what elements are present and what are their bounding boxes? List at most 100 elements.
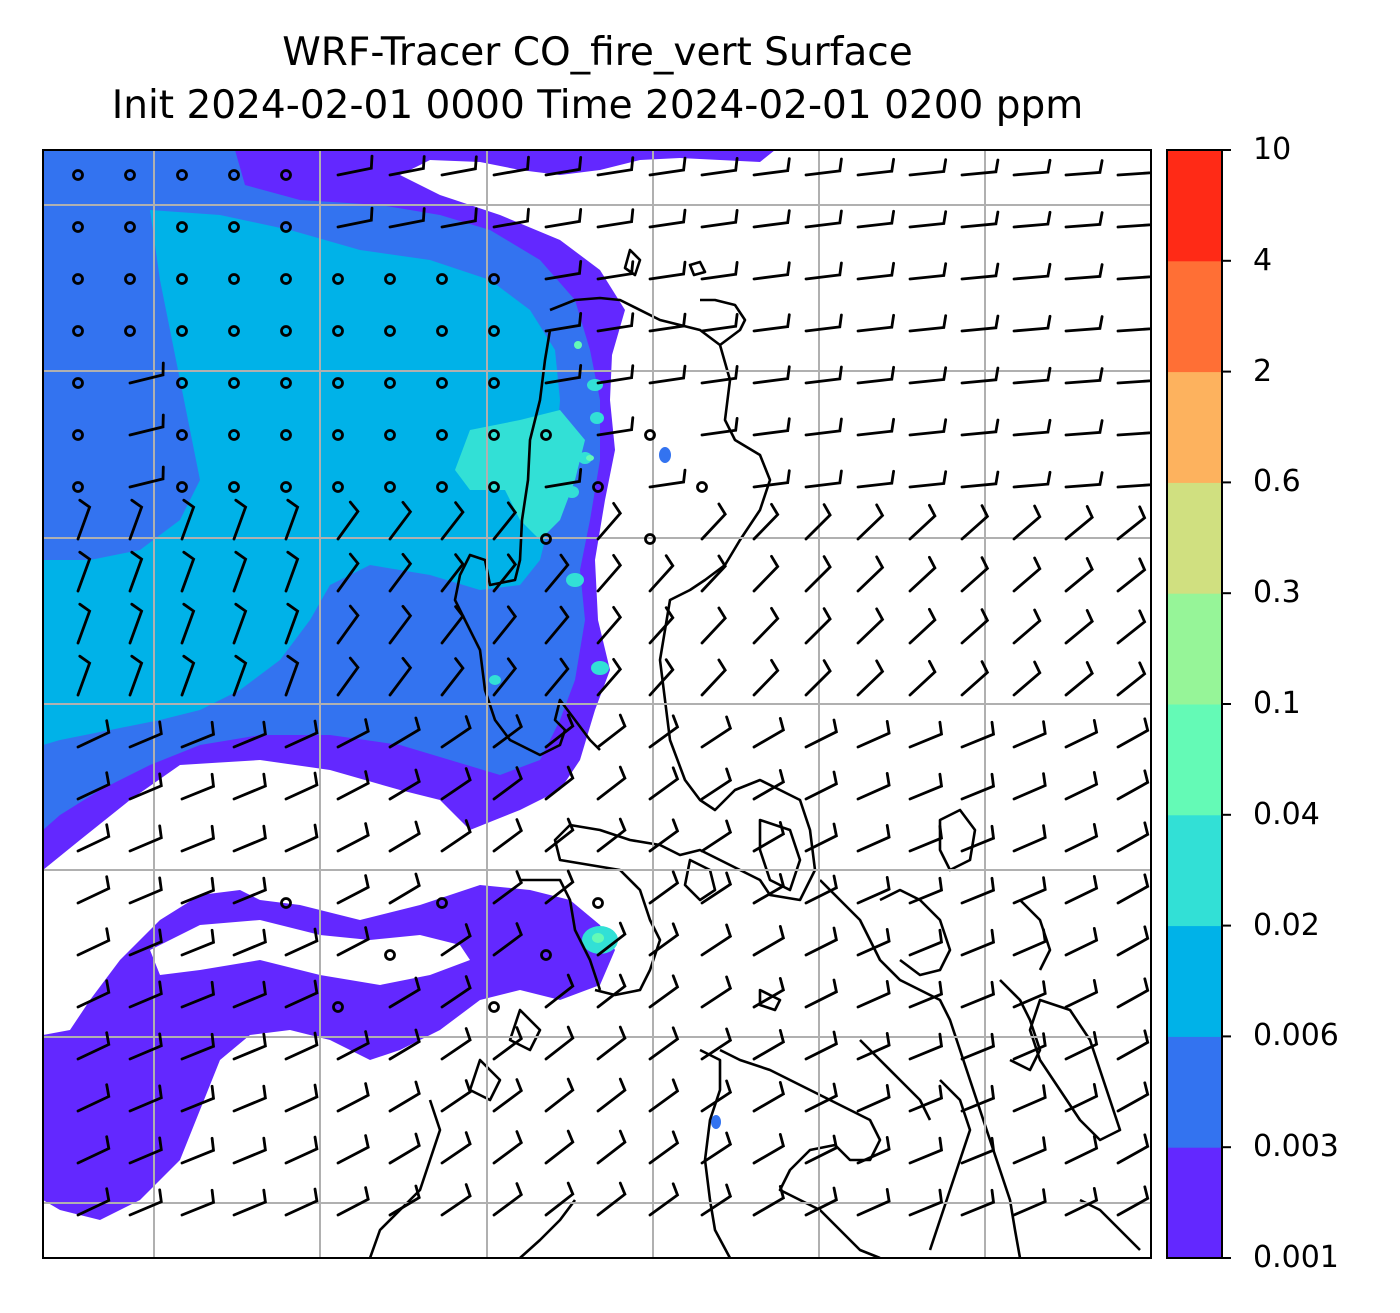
wind-barb xyxy=(752,821,786,853)
wind-barb xyxy=(908,1188,944,1217)
plume-gap-white xyxy=(150,920,470,985)
wind-barb xyxy=(908,772,944,801)
wind-barb xyxy=(856,1188,891,1217)
map-title-line1: WRF-Tracer CO_fire_vert Surface xyxy=(282,30,913,75)
wind-calm-circle xyxy=(384,325,396,337)
wind-barb xyxy=(648,1026,680,1061)
colorbar-tick-label: 0.1 xyxy=(1253,686,1301,721)
wind-calm-circle xyxy=(176,429,188,441)
wind-barb xyxy=(180,928,216,957)
wind-barb xyxy=(440,819,472,853)
wind-barb xyxy=(596,765,627,801)
wind-barb xyxy=(284,1031,319,1061)
wind-calm-circle xyxy=(592,897,604,909)
wind-barb xyxy=(804,157,843,177)
wind-barb xyxy=(128,772,163,801)
wind-barb xyxy=(128,876,163,905)
wind-barb xyxy=(232,876,267,905)
wind-barb xyxy=(1064,1031,1099,1061)
wind-barb xyxy=(856,261,895,281)
wind-calm-circle xyxy=(228,221,240,233)
wind-barb xyxy=(1012,1084,1047,1113)
wind-calm-circle xyxy=(176,169,188,181)
wind-barb xyxy=(544,1181,575,1217)
wind-barb xyxy=(804,1082,838,1113)
colorbar-segment xyxy=(1167,1036,1222,1148)
wind-barb xyxy=(1012,262,1052,281)
wind-barb xyxy=(544,657,570,697)
wind-barb xyxy=(960,928,996,957)
wind-barb xyxy=(752,1081,786,1113)
wind-barb xyxy=(1116,769,1150,801)
wind-barb xyxy=(648,260,687,281)
colorbar-tick-label: 0.006 xyxy=(1253,1018,1339,1054)
wind-barb xyxy=(544,1077,575,1113)
wind-calm-circle xyxy=(436,897,448,909)
wind-barb xyxy=(960,1032,996,1061)
wind-barb xyxy=(180,1032,216,1061)
wind-barb xyxy=(232,928,267,957)
wind-barb xyxy=(1012,720,1047,749)
wind-barb xyxy=(960,418,1000,437)
wind-barb xyxy=(1064,1083,1099,1113)
wind-barb xyxy=(180,980,216,1009)
gridlines xyxy=(43,150,1151,1258)
wind-barb xyxy=(232,1136,267,1165)
wind-barb xyxy=(1116,1185,1150,1217)
wind-barb xyxy=(232,602,248,645)
wind-barb xyxy=(596,260,635,281)
wind-calm-circle xyxy=(72,169,84,181)
wind-barb xyxy=(596,1129,627,1165)
wind-barb xyxy=(700,417,739,437)
wind-barb xyxy=(336,718,370,749)
wind-barb xyxy=(960,262,1000,281)
wind-barb xyxy=(908,980,944,1009)
wind-barb xyxy=(1116,430,1151,437)
wind-barb xyxy=(960,1084,996,1113)
wind-barb xyxy=(180,602,196,645)
wind-barb xyxy=(804,313,843,333)
map-title-line2: Init 2024-02-01 0000 Time 2024-02-01 020… xyxy=(111,83,1084,128)
wind-barb xyxy=(804,365,843,385)
wind-barb xyxy=(128,928,163,957)
wind-barb xyxy=(1116,482,1151,489)
wind-barb xyxy=(960,210,1000,229)
wind-calm-circle xyxy=(72,273,84,285)
wind-barb xyxy=(804,926,838,957)
wind-barb xyxy=(336,822,370,853)
wind-barb xyxy=(908,659,937,697)
wind-barb xyxy=(700,502,727,541)
wind-barb xyxy=(804,978,838,1009)
wind-barb xyxy=(856,607,885,645)
wind-barb xyxy=(76,875,111,905)
wind-barb xyxy=(128,550,144,593)
wind-barb xyxy=(492,501,518,541)
wind-barb xyxy=(908,503,937,541)
wind-barb xyxy=(180,498,196,541)
wind-calm-circle xyxy=(228,481,240,493)
wind-barb xyxy=(492,1026,523,1061)
wind-barb xyxy=(856,772,891,801)
wind-barb xyxy=(856,824,891,853)
wind-barb xyxy=(804,503,832,541)
wind-barb xyxy=(388,768,421,801)
wind-barb xyxy=(908,607,937,645)
colorbar-tick-label: 0.02 xyxy=(1253,907,1320,943)
colorbar-segment xyxy=(1167,482,1222,594)
wind-barb xyxy=(648,1182,680,1217)
colorbar xyxy=(1167,150,1222,1259)
wind-barb xyxy=(596,1181,627,1217)
wind-barb xyxy=(180,720,216,749)
wind-barb xyxy=(492,1078,523,1113)
wind-barb xyxy=(960,366,1000,385)
wind-barb xyxy=(492,1130,523,1165)
wind-calm-circle xyxy=(696,481,708,493)
wind-barb xyxy=(128,1136,163,1165)
wind-barb xyxy=(960,824,996,853)
wind-barb xyxy=(596,921,627,957)
wind-barb xyxy=(284,654,300,697)
wind-barb xyxy=(1012,824,1047,853)
wind-barb xyxy=(336,1186,370,1217)
wind-calm-circle xyxy=(384,377,396,389)
wind-calm-circle xyxy=(332,377,344,389)
